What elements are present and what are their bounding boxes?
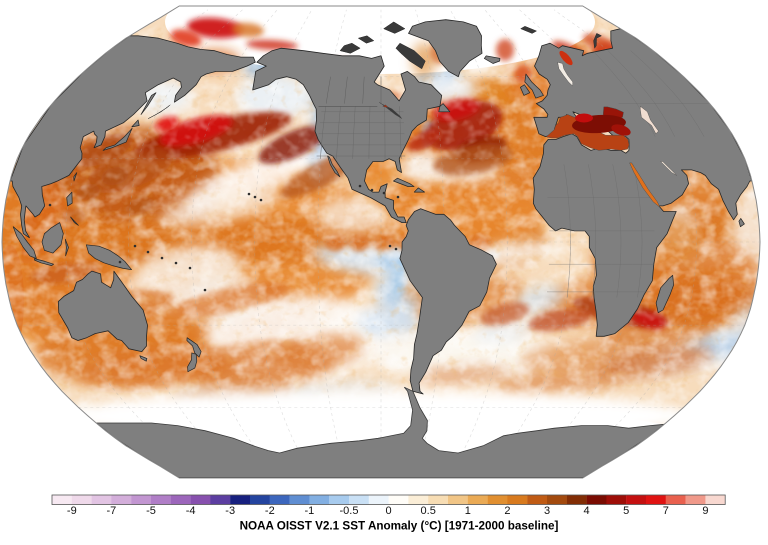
svg-text:9: 9 — [702, 505, 708, 517]
svg-text:0.5: 0.5 — [421, 505, 436, 517]
svg-text:2: 2 — [504, 505, 510, 517]
svg-text:5: 5 — [623, 505, 629, 517]
svg-text:-3: -3 — [225, 505, 235, 517]
svg-text:-4: -4 — [186, 505, 196, 517]
svg-text:3: 3 — [544, 505, 550, 517]
svg-text:1: 1 — [465, 505, 471, 517]
svg-text:-2: -2 — [265, 505, 275, 517]
svg-text:-9: -9 — [67, 505, 77, 517]
svg-text:-1: -1 — [305, 505, 315, 517]
svg-text:4: 4 — [584, 505, 590, 517]
svg-text:7: 7 — [663, 505, 669, 517]
svg-text:0: 0 — [386, 505, 392, 517]
svg-text:-5: -5 — [146, 505, 156, 517]
svg-text:-0.5: -0.5 — [340, 505, 359, 517]
svg-text:-7: -7 — [107, 505, 117, 517]
svg-text:NOAA OISST V2.1 SST Anomaly (°: NOAA OISST V2.1 SST Anomaly (°C) [1971-2… — [240, 520, 559, 533]
